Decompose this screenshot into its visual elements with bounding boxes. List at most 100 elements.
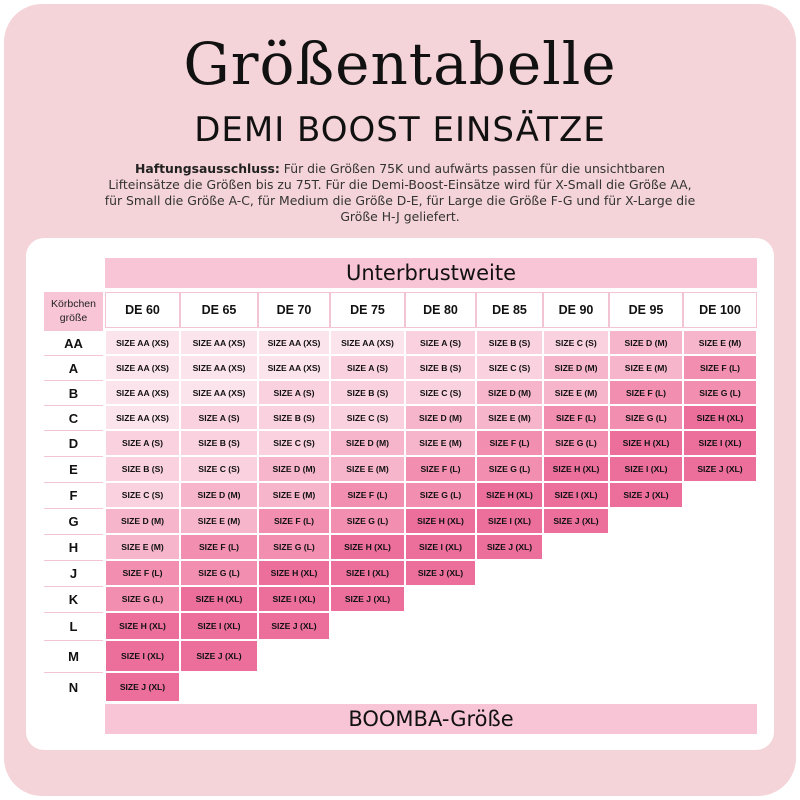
size-cell: SIZE H (XL) [331, 535, 404, 559]
column-header: DE 70 [258, 292, 330, 328]
row-header: K [44, 586, 103, 612]
size-cell: SIZE D (M) [544, 356, 608, 379]
size-cell: SIZE G (L) [106, 587, 179, 611]
size-cell: SIZE H (XL) [684, 406, 756, 429]
size-cell: SIZE I (XL) [477, 509, 542, 533]
size-cell: SIZE F (L) [544, 406, 608, 429]
size-cell: SIZE J (XL) [610, 483, 682, 507]
size-cell: SIZE F (L) [181, 535, 257, 559]
size-cell: SIZE D (M) [331, 431, 404, 455]
row-header-label: Körbchen größe [44, 292, 103, 330]
size-cell: SIZE G (L) [610, 406, 682, 429]
size-cell: SIZE G (L) [181, 561, 257, 585]
size-cell: SIZE AA (XS) [106, 331, 179, 354]
size-cell: SIZE AA (XS) [106, 381, 179, 404]
size-cell: SIZE C (S) [544, 331, 608, 354]
row-header: L [44, 612, 103, 640]
size-cell: SIZE I (XL) [106, 641, 179, 671]
row-header: E [44, 456, 103, 482]
size-cell: SIZE C (S) [106, 483, 179, 507]
column-group-header: Unterbrustweite [105, 258, 757, 288]
size-cell: SIZE E (M) [181, 509, 257, 533]
size-cell: SIZE A (S) [106, 431, 179, 455]
size-cell: SIZE E (M) [406, 431, 475, 455]
size-cell: SIZE I (XL) [610, 457, 682, 481]
size-cell: SIZE I (XL) [406, 535, 475, 559]
size-cell: SIZE J (XL) [406, 561, 475, 585]
size-cell: SIZE B (S) [406, 356, 475, 379]
size-cell: SIZE F (L) [610, 381, 682, 404]
size-cell: SIZE B (S) [259, 406, 329, 429]
size-cell: SIZE E (M) [259, 483, 329, 507]
size-cell: SIZE AA (XS) [181, 381, 257, 404]
size-cell: SIZE B (S) [106, 457, 179, 481]
row-header: C [44, 405, 103, 430]
size-cell: SIZE F (L) [406, 457, 475, 481]
row-header: H [44, 534, 103, 560]
size-cell: SIZE G (L) [406, 483, 475, 507]
page-title: Größentabelle [183, 30, 617, 98]
size-cell: SIZE D (M) [259, 457, 329, 481]
size-cell: SIZE F (L) [106, 561, 179, 585]
size-cell: SIZE D (M) [610, 331, 682, 354]
size-cell: SIZE D (M) [406, 406, 475, 429]
size-cell: SIZE E (M) [477, 406, 542, 429]
column-header: DE 65 [180, 292, 258, 328]
size-cell: SIZE J (XL) [106, 673, 179, 701]
size-cell: SIZE AA (XS) [331, 331, 404, 354]
size-cell: SIZE H (XL) [106, 613, 179, 639]
size-cell: SIZE G (L) [331, 509, 404, 533]
size-cell: SIZE G (L) [477, 457, 542, 481]
size-cell: SIZE E (M) [544, 381, 608, 404]
size-cell: SIZE C (S) [181, 457, 257, 481]
size-cell: SIZE B (S) [477, 331, 542, 354]
size-cell: SIZE F (L) [259, 509, 329, 533]
size-cell: SIZE A (S) [406, 331, 475, 354]
size-cell: SIZE AA (XS) [259, 331, 329, 354]
size-cell: SIZE I (XL) [684, 431, 756, 455]
size-cell: SIZE A (S) [181, 406, 257, 429]
size-cell: SIZE B (S) [331, 381, 404, 404]
size-cell: SIZE J (XL) [477, 535, 542, 559]
size-cell: SIZE A (S) [259, 381, 329, 404]
size-cell: SIZE H (XL) [181, 587, 257, 611]
size-cell: SIZE I (XL) [331, 561, 404, 585]
size-cell: SIZE D (M) [477, 381, 542, 404]
size-cell: SIZE J (XL) [259, 613, 329, 639]
size-cell: SIZE F (L) [477, 431, 542, 455]
size-cell: SIZE E (M) [331, 457, 404, 481]
row-header: B [44, 380, 103, 405]
size-cell: SIZE B (S) [181, 431, 257, 455]
size-cell: SIZE H (XL) [477, 483, 542, 507]
size-cell: SIZE F (L) [684, 356, 756, 379]
size-cell: SIZE D (M) [181, 483, 257, 507]
row-header: G [44, 508, 103, 534]
disclaimer-label: Haftungsausschluss: [135, 161, 280, 176]
size-cell: SIZE G (L) [544, 431, 608, 455]
size-cell: SIZE H (XL) [259, 561, 329, 585]
size-cell: SIZE H (XL) [610, 431, 682, 455]
column-header: DE 60 [105, 292, 180, 328]
size-cell: SIZE G (L) [684, 381, 756, 404]
size-cell: SIZE AA (XS) [259, 356, 329, 379]
disclaimer-text: Für die Größen 75K und aufwärts passen f… [104, 161, 696, 224]
size-cell: SIZE E (M) [106, 535, 179, 559]
row-header: AA [44, 330, 103, 355]
column-header: DE 85 [476, 292, 543, 328]
size-cell: SIZE I (XL) [544, 483, 608, 507]
column-header: DE 100 [683, 292, 757, 328]
row-header: D [44, 430, 103, 456]
size-cell: SIZE F (L) [331, 483, 404, 507]
size-cell: SIZE C (S) [259, 431, 329, 455]
size-cell: SIZE I (XL) [259, 587, 329, 611]
column-header: DE 80 [405, 292, 476, 328]
column-header: DE 95 [609, 292, 683, 328]
size-cell: SIZE I (XL) [181, 613, 257, 639]
size-cell: SIZE E (M) [684, 331, 756, 354]
size-cell: SIZE A (S) [331, 356, 404, 379]
size-cell: SIZE E (M) [610, 356, 682, 379]
size-cell: SIZE AA (XS) [181, 331, 257, 354]
size-cell: SIZE H (XL) [544, 457, 608, 481]
column-header: DE 90 [543, 292, 609, 328]
